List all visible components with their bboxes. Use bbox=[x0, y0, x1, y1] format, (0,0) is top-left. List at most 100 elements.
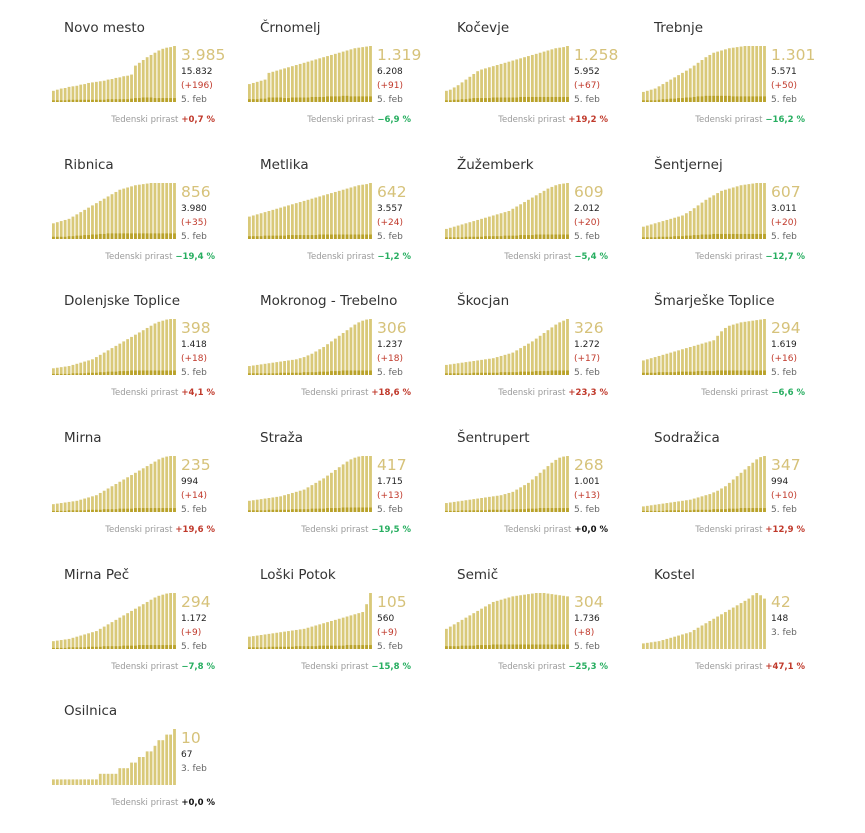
total-bar bbox=[369, 456, 372, 512]
municipality-card: Mokronog - Trebelno 306 1.237 (+18) 5. feb Te… bbox=[248, 293, 456, 423]
total-bar bbox=[716, 490, 720, 512]
daily-bar bbox=[538, 234, 542, 239]
total-bar bbox=[684, 348, 688, 375]
daily-bar bbox=[499, 644, 503, 649]
total-bar bbox=[763, 456, 766, 512]
daily-bar bbox=[165, 370, 169, 375]
daily-bar bbox=[558, 96, 562, 102]
municipality-card: Loški Potok 105 560 (+9) 5. feb Tedenski prir… bbox=[248, 567, 456, 697]
daily-bar bbox=[267, 373, 271, 375]
municipality-name: Šmarješke Toplice bbox=[654, 293, 775, 309]
total-bar bbox=[255, 635, 259, 649]
daily-bar bbox=[287, 509, 290, 512]
total-bar bbox=[349, 615, 353, 649]
daily-bar bbox=[507, 97, 511, 102]
total-bar bbox=[739, 472, 743, 512]
total-bar bbox=[464, 617, 468, 649]
daily-bar bbox=[724, 509, 727, 512]
total-bar bbox=[114, 191, 118, 239]
total-bar bbox=[456, 225, 460, 239]
daily-bar bbox=[106, 99, 110, 102]
total-bar bbox=[751, 46, 755, 102]
total-bar bbox=[302, 200, 306, 239]
total-bar bbox=[523, 485, 526, 512]
daily-bar bbox=[337, 645, 341, 649]
total-bar bbox=[751, 462, 755, 512]
total-bar bbox=[661, 640, 665, 649]
total-bar bbox=[87, 82, 90, 102]
daily-bar bbox=[712, 371, 716, 375]
total-bar bbox=[724, 189, 727, 239]
total-bar bbox=[456, 501, 460, 512]
total-bar bbox=[165, 734, 169, 785]
daily-bar bbox=[653, 510, 657, 512]
total-bar bbox=[665, 638, 669, 649]
total-bar bbox=[464, 79, 468, 102]
daily-bar bbox=[716, 370, 720, 375]
daily-bar bbox=[743, 96, 747, 102]
total-bar bbox=[94, 203, 98, 239]
daily-bar bbox=[472, 510, 476, 512]
total-bar bbox=[102, 773, 106, 785]
total-bar bbox=[94, 631, 98, 649]
daily-bar bbox=[562, 644, 565, 649]
daily-bar bbox=[67, 236, 71, 239]
total-bar bbox=[52, 223, 55, 239]
total-cases: 15.832 bbox=[181, 67, 213, 77]
daily-bar bbox=[157, 508, 161, 512]
total-bar bbox=[739, 185, 743, 239]
daily-bar bbox=[468, 510, 472, 512]
total-bar bbox=[145, 751, 149, 785]
total-bar bbox=[259, 213, 263, 239]
total-bar bbox=[708, 197, 712, 239]
total-bar bbox=[310, 626, 314, 649]
total-bar bbox=[720, 50, 723, 102]
daily-bar bbox=[353, 645, 357, 649]
daily-bar bbox=[141, 233, 145, 239]
daily-bar bbox=[79, 235, 83, 239]
daily-bar bbox=[534, 508, 538, 512]
daily-bar bbox=[161, 98, 165, 102]
total-bar bbox=[337, 52, 341, 102]
total-bar bbox=[322, 57, 326, 102]
daily-bar bbox=[98, 99, 102, 102]
daily-bar bbox=[141, 508, 145, 512]
daily-bar bbox=[294, 97, 298, 102]
update-date: 5. feb bbox=[181, 642, 207, 652]
daily-bar bbox=[341, 95, 345, 102]
total-bar bbox=[134, 608, 137, 649]
daily-bar bbox=[275, 373, 279, 375]
daily-bar bbox=[298, 235, 302, 239]
daily-bar bbox=[649, 237, 653, 239]
total-bar bbox=[137, 184, 141, 239]
daily-bar bbox=[452, 237, 456, 239]
total-bar bbox=[126, 75, 130, 102]
total-bar bbox=[365, 184, 368, 239]
total-bar bbox=[731, 479, 735, 512]
total-bar bbox=[55, 367, 59, 375]
total-bar bbox=[538, 472, 542, 512]
daily-bar bbox=[341, 507, 345, 512]
total-bar bbox=[472, 221, 476, 239]
total-bar bbox=[727, 482, 731, 512]
total-bar bbox=[145, 466, 149, 512]
total-bar bbox=[345, 50, 349, 102]
total-bar bbox=[255, 364, 259, 375]
total-bar bbox=[357, 613, 361, 649]
total-bar bbox=[106, 488, 110, 512]
total-bar bbox=[161, 183, 165, 239]
daily-bar bbox=[554, 370, 558, 375]
daily-bar bbox=[149, 645, 153, 649]
daily-bar bbox=[349, 370, 353, 375]
total-bar bbox=[369, 183, 372, 239]
daily-bar bbox=[538, 371, 542, 375]
total-bar bbox=[550, 327, 554, 375]
daily-bar bbox=[534, 371, 538, 375]
daily-bar bbox=[337, 371, 341, 375]
total-bar bbox=[98, 628, 102, 649]
daily-bar bbox=[645, 510, 649, 512]
daily-bar bbox=[684, 235, 688, 239]
total-bar bbox=[476, 610, 480, 649]
total-bar bbox=[527, 482, 530, 512]
daily-bar bbox=[287, 372, 290, 375]
